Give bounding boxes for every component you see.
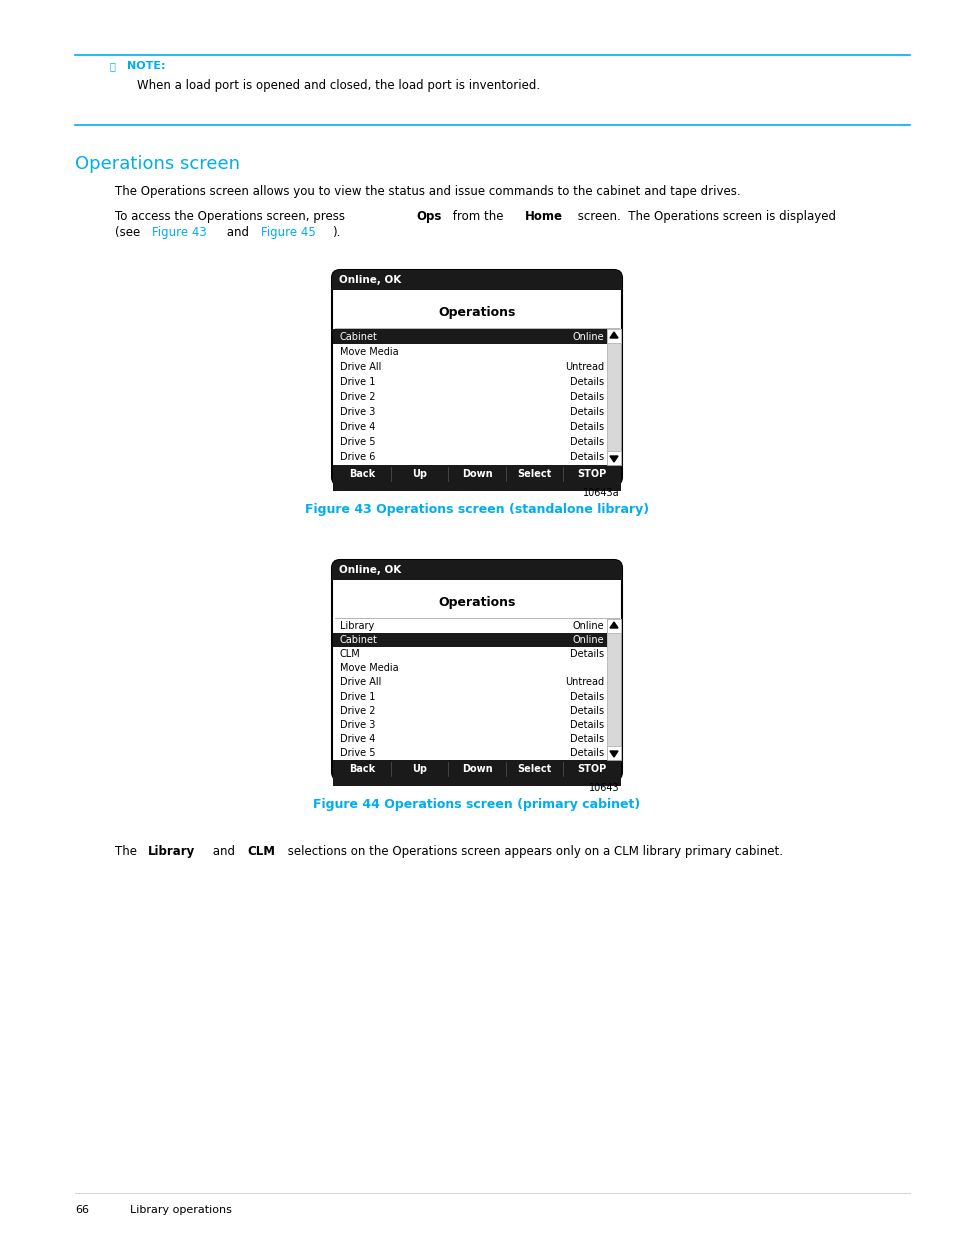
Text: When a load port is opened and closed, the load port is inventoried.: When a load port is opened and closed, t… (137, 79, 539, 91)
Text: Back: Back (348, 469, 375, 479)
Text: Figure 43: Figure 43 (152, 226, 207, 240)
Bar (333, 329, 606, 345)
Text: Online: Online (572, 635, 603, 645)
Text: STOP: STOP (577, 764, 606, 774)
Bar (606, 619, 620, 760)
Bar (332, 280, 621, 290)
Polygon shape (609, 332, 618, 338)
Text: Untread: Untread (564, 362, 603, 372)
Text: Drive 3: Drive 3 (339, 720, 375, 730)
Polygon shape (609, 622, 618, 629)
Text: Online, OK: Online, OK (338, 564, 401, 576)
Text: Details: Details (569, 408, 603, 417)
Bar (333, 466, 620, 484)
Text: 10643: 10643 (589, 783, 619, 793)
Text: Ops: Ops (416, 210, 441, 224)
Bar (332, 571, 621, 580)
Text: Drive 5: Drive 5 (339, 437, 375, 447)
Text: CLM: CLM (339, 650, 360, 659)
Polygon shape (609, 751, 618, 757)
Text: Details: Details (569, 734, 603, 743)
Text: Drive All: Drive All (339, 678, 381, 688)
Text: Down: Down (461, 469, 492, 479)
Text: Untread: Untread (564, 678, 603, 688)
Text: Online, OK: Online, OK (338, 275, 401, 285)
Text: Drive 5: Drive 5 (339, 748, 375, 758)
Text: Cabinet: Cabinet (339, 331, 377, 342)
Text: To access the Operations screen, press: To access the Operations screen, press (115, 210, 349, 224)
Text: Operations: Operations (437, 597, 516, 609)
FancyBboxPatch shape (332, 270, 621, 485)
Text: Details: Details (569, 437, 603, 447)
Text: Details: Details (569, 377, 603, 387)
Bar (606, 619, 620, 634)
Text: 10643a: 10643a (583, 488, 619, 498)
Text: screen.  The Operations screen is displayed: screen. The Operations screen is display… (573, 210, 835, 224)
Text: NOTE:: NOTE: (127, 61, 165, 70)
Text: Home: Home (524, 210, 562, 224)
Text: Select: Select (517, 764, 551, 774)
Text: Library: Library (339, 621, 374, 631)
Text: Details: Details (569, 748, 603, 758)
Text: Cabinet: Cabinet (339, 635, 377, 645)
Text: Figure 43 Operations screen (standalone library): Figure 43 Operations screen (standalone … (305, 503, 648, 516)
Text: Up: Up (412, 764, 426, 774)
Text: Library operations: Library operations (130, 1205, 232, 1215)
Text: Details: Details (569, 720, 603, 730)
Text: Details: Details (569, 692, 603, 701)
Text: Drive All: Drive All (339, 362, 381, 372)
Text: Details: Details (569, 705, 603, 715)
Text: Details: Details (569, 422, 603, 432)
Text: Select: Select (517, 469, 551, 479)
Text: Move Media: Move Media (339, 663, 398, 673)
Text: Up: Up (412, 469, 426, 479)
Text: Drive 4: Drive 4 (339, 422, 375, 432)
Text: Online: Online (572, 621, 603, 631)
Text: Drive 3: Drive 3 (339, 408, 375, 417)
Text: Figure 44 Operations screen (primary cabinet): Figure 44 Operations screen (primary cab… (313, 798, 640, 811)
Text: Details: Details (569, 650, 603, 659)
Text: Online: Online (572, 331, 603, 342)
FancyBboxPatch shape (332, 270, 621, 290)
Text: Back: Back (348, 764, 375, 774)
FancyBboxPatch shape (332, 559, 621, 580)
Bar (333, 474, 620, 492)
Text: Drive 1: Drive 1 (339, 692, 375, 701)
Text: ).: ). (332, 226, 340, 240)
Text: Operations screen: Operations screen (75, 156, 240, 173)
Text: 66: 66 (75, 1205, 89, 1215)
Bar (333, 634, 606, 647)
Text: selections on the Operations screen appears only on a CLM library primary cabine: selections on the Operations screen appe… (283, 845, 781, 858)
Text: Drive 6: Drive 6 (339, 452, 375, 462)
Text: and: and (223, 226, 253, 240)
Text: 📝: 📝 (110, 61, 115, 70)
Text: Operations: Operations (437, 306, 516, 319)
Bar (333, 760, 620, 779)
Text: The: The (115, 845, 141, 858)
Text: Details: Details (569, 452, 603, 462)
Text: Drive 2: Drive 2 (339, 705, 375, 715)
Text: Down: Down (461, 764, 492, 774)
Text: Figure 45: Figure 45 (261, 226, 315, 240)
Bar (606, 451, 620, 466)
Text: STOP: STOP (577, 469, 606, 479)
Bar (606, 329, 620, 466)
Text: (see: (see (115, 226, 144, 240)
Text: Library: Library (148, 845, 195, 858)
Text: CLM: CLM (248, 845, 275, 858)
Text: The Operations screen allows you to view the status and issue commands to the ca: The Operations screen allows you to view… (115, 185, 740, 198)
Text: Drive 1: Drive 1 (339, 377, 375, 387)
Text: Drive 4: Drive 4 (339, 734, 375, 743)
FancyBboxPatch shape (332, 559, 621, 781)
Text: from the: from the (449, 210, 507, 224)
Bar (606, 746, 620, 760)
Bar (333, 769, 620, 785)
Text: and: and (209, 845, 238, 858)
Text: Drive 2: Drive 2 (339, 391, 375, 403)
Bar (606, 329, 620, 343)
Text: Move Media: Move Media (339, 347, 398, 357)
Polygon shape (609, 456, 618, 462)
Text: Details: Details (569, 391, 603, 403)
